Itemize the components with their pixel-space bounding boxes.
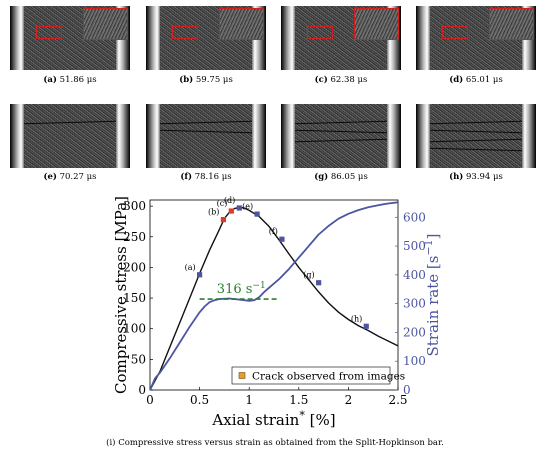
specimen-frame-2 [146, 6, 266, 70]
plot-frame [149, 199, 399, 391]
specimen-frame-3 [281, 6, 401, 70]
specimen-frame-5 [10, 104, 130, 168]
x-tick-label: 2 [345, 393, 353, 407]
zoom-inset [354, 8, 399, 40]
frame-caption: (b) 59.75 μs [141, 75, 271, 85]
x-tick-label: 2.5 [388, 393, 407, 407]
marker-d [236, 205, 242, 211]
frame-tag: (h) [449, 172, 464, 182]
legend-marker [238, 372, 246, 379]
region-of-interest [442, 26, 468, 39]
frame-time: 86.05 μs [328, 172, 368, 182]
specimen-frame-8 [416, 104, 536, 168]
marker-f [279, 236, 285, 242]
frame-tag: (e) [43, 172, 57, 182]
y2-tick-label: 0 [403, 383, 411, 397]
frame-tag: (g) [314, 172, 329, 182]
legend-label: Crack observed from images [252, 371, 405, 383]
y2-tick-label: 500 [403, 239, 426, 253]
y-tick-label: 0 [138, 383, 146, 397]
y-tick-label: 300 [123, 199, 146, 213]
stress-strain-chart: 0 0.5 1 1.5 2 2.50501001502002503000100200300… [112, 196, 442, 429]
y-tick-label: 100 [123, 322, 146, 336]
y2-axis-label: Strain rate [s−1] [422, 233, 442, 356]
region-of-interest [172, 26, 198, 39]
specimen-frame-7 [281, 104, 401, 168]
frame-tag: (d) [449, 75, 464, 85]
x-tick-label: 0.5 [190, 393, 209, 407]
frame-time: 51.86 μs [56, 75, 97, 85]
y-tick-label: 150 [123, 291, 146, 305]
region-of-interest [36, 26, 62, 39]
marker-h [363, 323, 369, 329]
x-tick-label: 1.5 [289, 393, 308, 407]
frame-time: 65.01 μs [463, 75, 503, 85]
marker-label: (g) [303, 271, 314, 280]
zoom-inset [219, 8, 264, 40]
y2-tick-label: 400 [403, 268, 426, 282]
frame-tag: (a) [43, 75, 57, 85]
frame-caption: (c) 62.38 μs [276, 75, 406, 85]
x-tick-label: 1 [245, 393, 253, 407]
marker-label: (h) [351, 314, 362, 323]
frame-time: 62.38 μs [327, 75, 368, 85]
marker-e [254, 211, 260, 217]
zoom-inset [83, 8, 128, 40]
marker-label: (b) [208, 208, 219, 217]
figure-caption: (i) Compressive stress versus strain as … [106, 438, 444, 448]
marker-label: (f) [269, 227, 278, 236]
plateau-label: 316 s−1 [217, 281, 266, 297]
y2-tick-label: 300 [403, 297, 426, 311]
region-of-interest [307, 26, 333, 39]
marker-label: (c) [217, 199, 228, 208]
marker-label: (a) [185, 263, 196, 272]
frame-time: 70.27 μs [56, 172, 97, 182]
specimen-frame-6 [146, 104, 266, 168]
marker-label: (e) [242, 202, 253, 211]
y2-tick-label: 600 [403, 210, 426, 224]
specimen-frame-1 [10, 6, 130, 70]
marker-g [316, 280, 322, 286]
y2-tick-label: 200 [403, 325, 426, 339]
frame-time: 59.75 μs [193, 75, 233, 85]
frame-time: 93.94 μs [463, 172, 503, 182]
marker-label: (d) [224, 196, 235, 205]
marker-a [197, 272, 203, 278]
marker-c [228, 208, 234, 214]
frame-tag: (c) [314, 75, 328, 85]
strain-rate-line [149, 201, 399, 391]
frame-caption: (h) 93.94 μs [411, 172, 541, 182]
frame-caption: (d) 65.01 μs [411, 75, 541, 85]
zoom-inset [489, 8, 534, 40]
y-axis-label: Compressive stress [MPa] [112, 196, 130, 394]
y-tick-label: 50 [131, 352, 146, 366]
frame-caption: (a) 51.86 μs [5, 75, 135, 85]
frame-caption: (e) 70.27 μs [5, 172, 135, 182]
x-tick-label: 0 [146, 393, 154, 407]
legend-box [231, 366, 391, 385]
specimen-frame-4 [416, 6, 536, 70]
y-tick-label: 250 [123, 230, 146, 244]
frame-caption: (f) 78.16 μs [141, 172, 271, 182]
y-tick-label: 200 [123, 260, 146, 274]
frame-time: 78.16 μs [192, 172, 232, 182]
y2-tick-label: 100 [403, 354, 426, 368]
x-axis-label: Axial strain* [%] [211, 409, 335, 429]
frame-tag: (f) [180, 172, 193, 182]
frame-tag: (b) [179, 75, 194, 85]
marker-b [220, 217, 227, 223]
frame-caption: (g) 86.05 μs [276, 172, 406, 182]
